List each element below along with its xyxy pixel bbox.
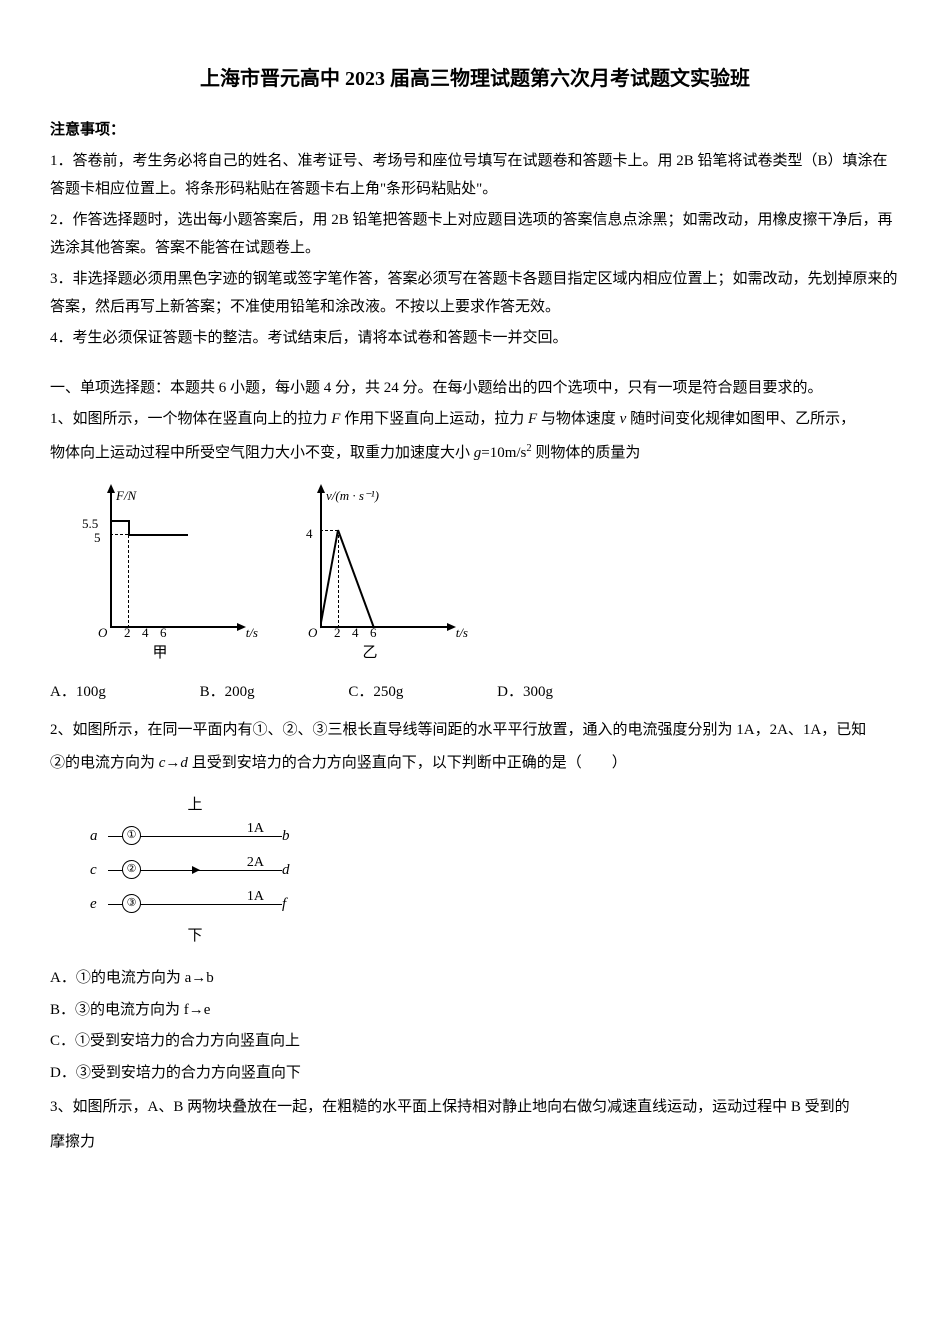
wire-line: ③ 1A: [108, 904, 282, 906]
var-F: F: [528, 411, 537, 427]
q2-choice-d: D．③受到安培力的合力方向竖直向下: [50, 1059, 900, 1088]
instruction-item: 3．非选择题必须用黑色字迹的钢笔或签字笔作答，答案必须写在答题卡各题目指定区域内…: [50, 265, 900, 322]
wire-number-icon: ①: [122, 826, 141, 845]
wire-left-label: c: [90, 856, 108, 885]
instruction-item: 2．作答选择题时，选出每小题答案后，用 2B 铅笔把答题卡上对应题目选项的答案信…: [50, 206, 900, 263]
y-tick: 4: [306, 522, 313, 547]
y-axis: [110, 490, 112, 628]
instructions-block: 注意事项： 1．答卷前，考生务必将自己的姓名、准考证号、考场号和座位号填写在试题…: [50, 116, 900, 352]
instruction-item: 4．考生必须保证答题卡的整洁。考试结束后，请将本试卷和答题卡一并交回。: [50, 324, 900, 353]
plot-seg: [110, 520, 128, 522]
text: 作用下竖直向上运动，拉力: [340, 411, 528, 427]
plot-seg: [128, 520, 130, 534]
text: ②的电流方向为: [50, 755, 159, 771]
option-b: B．200g: [200, 678, 255, 707]
diagram-top-label: 上: [90, 791, 300, 820]
q2-stem-line2: ②的电流方向为 c→d 且受到安培力的合力方向竖直向下，以下判断中正确的是（ ）: [50, 749, 900, 778]
q2-diagram: 上 a ① 1A b c ② 2A d e ③ 1A f 下: [90, 791, 300, 950]
graph-caption: 乙: [280, 639, 460, 668]
wire-2: c ② 2A d: [90, 854, 300, 888]
current-arrow-icon: [192, 866, 200, 874]
dashed-line: [110, 534, 128, 535]
wire-line: ① 1A: [108, 836, 282, 838]
wire-current: 2A: [247, 850, 264, 877]
y-axis-label: F/N: [116, 484, 136, 509]
plot-lines: [320, 490, 440, 630]
plot-seg: [128, 534, 188, 536]
q1-graphs: F/N 5.5 5 O 2 4 6 t/s 甲 v/(m · s⁻¹) 4 O …: [70, 478, 900, 668]
section-intro: 一、单项选择题：本题共 6 小题，每小题 4 分，共 24 分。在每小题给出的四…: [50, 374, 900, 403]
q1-options: A．100g B．200g C．250g D．300g: [50, 678, 900, 707]
diagram-bottom-label: 下: [90, 922, 300, 951]
wire-left-label: e: [90, 890, 108, 919]
var-cd: c→d: [159, 755, 188, 771]
dashed-line: [128, 520, 129, 628]
text: 随时间变化规律如图甲、乙所示，: [626, 411, 855, 427]
wire-right-label: d: [282, 856, 300, 885]
graph-caption: 甲: [70, 639, 250, 668]
text: 与物体速度: [537, 411, 620, 427]
q2-stem-line1: 2、如图所示，在同一平面内有①、②、③三根长直导线等间距的水平平行放置，通入的电…: [50, 716, 900, 745]
text: 且受到安培力的合力方向竖直向下，以下判断中正确的是（ ）: [188, 755, 627, 771]
wire-3: e ③ 1A f: [90, 888, 300, 922]
text: B．③的电流方向为 f→e: [50, 1002, 210, 1018]
wire-right-label: f: [282, 890, 300, 919]
option-c: C．250g: [348, 678, 403, 707]
text: D．③受到安培力的合力方向竖直向下: [50, 1065, 301, 1081]
text: 则物体的质量为: [532, 445, 641, 461]
wire-left-label: a: [90, 822, 108, 851]
q3-stem-line1: 3、如图所示，A、B 两物块叠放在一起，在粗糙的水平面上保持相对静止地向右做匀减…: [50, 1093, 900, 1122]
text: =10m/s: [481, 445, 526, 461]
instruction-item: 1．答卷前，考生务必将自己的姓名、准考证号、考场号和座位号填写在试题卷和答题卡上…: [50, 147, 900, 204]
wire-number-icon: ③: [122, 894, 141, 913]
option-d: D．300g: [497, 678, 553, 707]
x-axis-arrow-icon: [447, 623, 456, 631]
wire-line: ② 2A: [108, 870, 282, 872]
y-tick: 5: [94, 526, 101, 551]
wire-number-icon: ②: [122, 860, 141, 879]
x-axis-arrow-icon: [237, 623, 246, 631]
q1-stem-line1: 1、如图所示，一个物体在竖直向上的拉力 F 作用下竖直向上运动，拉力 F 与物体…: [50, 405, 900, 434]
text: 物体向上运动过程中所受空气阻力大小不变，取重力加速度大小: [50, 445, 474, 461]
q3-stem-line2: 摩擦力: [50, 1128, 900, 1157]
wire-current: 1A: [247, 816, 264, 843]
q1-stem-line2: 物体向上运动过程中所受空气阻力大小不变，取重力加速度大小 g=10m/s2 则物…: [50, 439, 900, 468]
wire-1: a ① 1A b: [90, 820, 300, 854]
instructions-heading: 注意事项：: [50, 116, 900, 145]
q1-graph-jia: F/N 5.5 5 O 2 4 6 t/s 甲: [70, 478, 250, 668]
text: C．①受到安培力的合力方向竖直向上: [50, 1033, 300, 1049]
label: F/N: [116, 488, 136, 503]
wire-current: 1A: [247, 884, 264, 911]
wire-right-label: b: [282, 822, 300, 851]
q2-choice-b: B．③的电流方向为 f→e: [50, 996, 900, 1025]
q1-graph-yi: v/(m · s⁻¹) 4 O 2 4 6 t/s 乙: [280, 478, 460, 668]
text: 1、如图所示，一个物体在竖直向上的拉力: [50, 411, 331, 427]
q2-choice-c: C．①受到安培力的合力方向竖直向上: [50, 1027, 900, 1056]
page-title: 上海市晋元高中 2023 届高三物理试题第六次月考试题文实验班: [50, 60, 900, 98]
option-a: A．100g: [50, 678, 106, 707]
text: A．①的电流方向为 a→b: [50, 970, 214, 986]
q2-choice-a: A．①的电流方向为 a→b: [50, 964, 900, 993]
